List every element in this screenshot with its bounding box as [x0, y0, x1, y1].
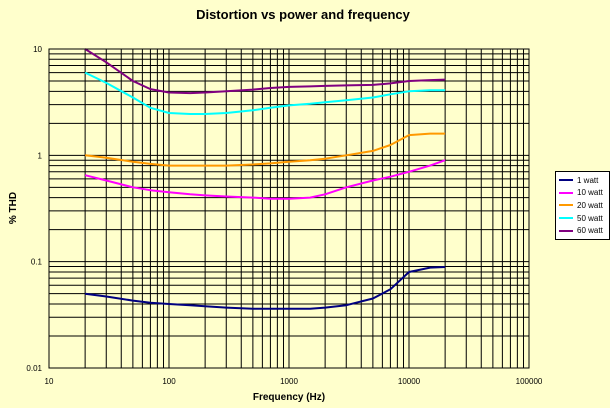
legend-label: 50 watt	[577, 213, 603, 223]
y-tick-label: 0.01	[26, 364, 42, 373]
grid-lines	[48, 49, 529, 369]
legend: 1 watt 10 watt 20 watt 50 watt 60 watt	[555, 171, 610, 240]
x-axis-label: Frequency (Hz)	[253, 392, 325, 403]
series-line-60-watt	[84, 48, 446, 95]
chart-title: Distortion vs power and frequency	[196, 7, 411, 22]
y-axis-label: % THD	[8, 192, 19, 224]
series-line-10-watt	[84, 159, 446, 200]
y-tick-label: 10	[33, 45, 42, 54]
x-tick-label: 100	[162, 377, 176, 386]
series-layer	[84, 48, 446, 310]
x-tick-label: 10	[45, 377, 54, 386]
legend-label: 20 watt	[577, 200, 603, 210]
legend-item: 1 watt	[559, 174, 609, 187]
series-line-1-watt	[84, 266, 446, 310]
x-tick-label: 10000	[398, 377, 421, 386]
legend-swatch	[559, 217, 573, 220]
x-tick-label: 1000	[280, 377, 298, 386]
plot-border	[48, 48, 530, 369]
x-tick-label: 100000	[516, 377, 543, 386]
legend-label: 1 watt	[577, 175, 599, 185]
legend-swatch	[559, 179, 573, 182]
legend-swatch	[559, 191, 573, 194]
legend-item: 50 watt	[559, 212, 609, 225]
y-tick-label: 1	[38, 151, 43, 160]
legend-label: 10 watt	[577, 188, 603, 198]
legend-swatch	[559, 204, 573, 207]
y-tick-label: 0.1	[31, 258, 43, 267]
legend-label: 60 watt	[577, 226, 603, 236]
legend-swatch	[559, 229, 573, 232]
series-line-20-watt	[84, 132, 446, 167]
legend-item: 60 watt	[559, 224, 609, 237]
x-tick-labels: 10 100 1000 10000 100000	[45, 377, 543, 386]
series-line-50-watt	[84, 71, 446, 115]
legend-item: 10 watt	[559, 187, 609, 200]
legend-item: 20 watt	[559, 199, 609, 212]
y-tick-labels: 10 1 0.1 0.01	[26, 45, 42, 373]
